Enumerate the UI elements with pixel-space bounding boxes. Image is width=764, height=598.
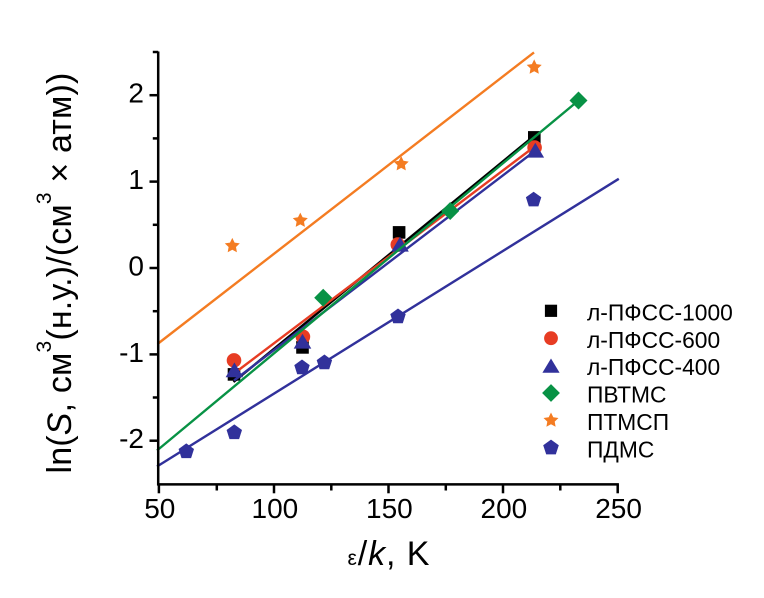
svg-text:-1: -1 xyxy=(119,337,144,368)
svg-text:ε/k, K: ε/k, K xyxy=(347,535,430,573)
svg-text:250: 250 xyxy=(595,493,642,524)
svg-text:100: 100 xyxy=(252,493,299,524)
svg-text:л-ПФСС-400: л-ПФСС-400 xyxy=(587,354,720,380)
svg-text:-2: -2 xyxy=(119,423,144,454)
svg-text:ПВТМС: ПВТМС xyxy=(587,382,666,408)
svg-text:ln(S, см3(н.у.)/(см3 × атм)): ln(S, см3(н.у.)/(см3 × атм)) xyxy=(33,73,79,474)
svg-text:л-ПФСС-600: л-ПФСС-600 xyxy=(587,327,720,353)
svg-text:2: 2 xyxy=(128,78,144,109)
svg-text:ПДМС: ПДМС xyxy=(587,436,654,462)
svg-text:л-ПФСС-1000: л-ПФСС-1000 xyxy=(587,299,733,325)
svg-text:1: 1 xyxy=(128,164,144,195)
svg-text:50: 50 xyxy=(144,493,175,524)
svg-text:150: 150 xyxy=(366,493,413,524)
svg-text:ПТМСП: ПТМСП xyxy=(587,409,669,435)
svg-text:200: 200 xyxy=(481,493,528,524)
svg-text:0: 0 xyxy=(128,250,144,281)
